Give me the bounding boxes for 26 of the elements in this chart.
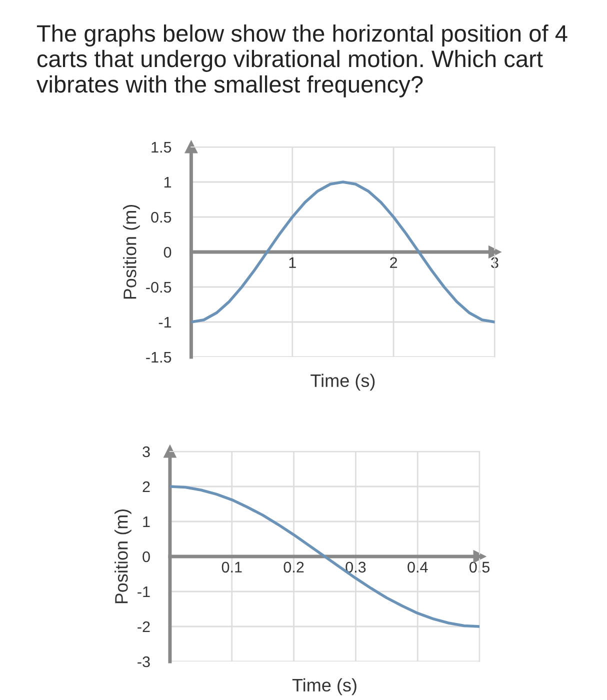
x-tick-label: 0.2 bbox=[284, 562, 304, 573]
x-tick-label: 0.5 bbox=[470, 562, 490, 573]
y-tick-label: -0.5 bbox=[146, 282, 172, 293]
y-axis-title: Position (m) bbox=[114, 509, 132, 604]
x-tick-label: 0.1 bbox=[222, 562, 242, 573]
x-axis-title: Time (s) bbox=[292, 678, 356, 696]
x-tick-label: 0.3 bbox=[346, 562, 366, 573]
y-tick-label: 0 bbox=[164, 246, 172, 258]
y-tick-label: -1 bbox=[158, 317, 172, 328]
y-tick-label: -2 bbox=[138, 621, 150, 632]
x-axis-title: Time (s) bbox=[310, 374, 375, 391]
y-tick-label: 0 bbox=[142, 551, 150, 562]
y-tick-label: -1 bbox=[138, 586, 150, 598]
x-tick-label: 0.4 bbox=[408, 562, 428, 573]
x-tick-label: 2 bbox=[390, 257, 398, 268]
y-axis-title: Position (m) bbox=[123, 204, 140, 299]
y-tick-label: -1.5 bbox=[146, 352, 172, 363]
y-tick-label: 0.5 bbox=[151, 212, 172, 223]
chart-title: The graphs below show the horizontal position of 4 carts that undergo vibrational motion. Which cart vibrates with the smallest frequency? bbox=[36, 24, 568, 98]
y-tick-label: 1.5 bbox=[152, 142, 172, 153]
y-tick-label: 2 bbox=[142, 481, 150, 492]
y-tick-label: 3 bbox=[142, 446, 150, 458]
y-tick-label: -3 bbox=[138, 656, 150, 668]
y-tick-label: 1 bbox=[143, 516, 150, 528]
y-tick-label: 1 bbox=[164, 177, 172, 188]
x-tick-label: 1 bbox=[289, 257, 296, 268]
